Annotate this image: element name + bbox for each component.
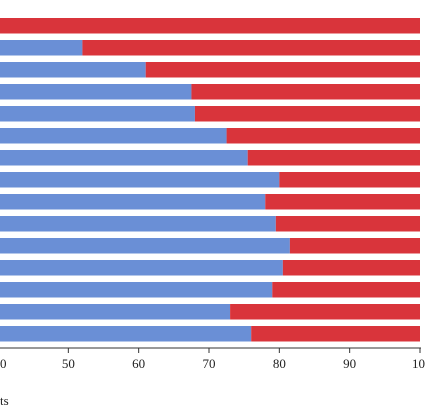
bar-segment — [0, 194, 266, 210]
x-tick-label: 60 — [132, 356, 145, 371]
bar-segment — [265, 194, 420, 210]
bar-segment — [272, 282, 420, 298]
bar-segment — [0, 128, 227, 144]
bar-segment — [145, 62, 420, 78]
bar-segment — [0, 150, 248, 166]
bar-segment — [0, 238, 290, 254]
bar-segment — [191, 84, 420, 100]
x-tick-label: 90 — [343, 356, 356, 371]
x-tick-label: 70 — [203, 356, 216, 371]
bar-segment — [0, 304, 231, 320]
x-tick-label: 0 — [0, 356, 7, 371]
bar-segment — [0, 18, 421, 34]
x-tick-label: 80 — [273, 356, 286, 371]
bar-segment — [0, 40, 83, 56]
bar-segment — [0, 216, 276, 232]
x-tick-label: 50 — [62, 356, 75, 371]
bar-segment — [226, 128, 420, 144]
bar-segment — [82, 40, 421, 56]
bar-segment — [194, 106, 420, 122]
x-axis-label: ts — [0, 393, 9, 408]
bar-segment — [0, 62, 146, 78]
bar-segment — [282, 260, 420, 276]
bar-segment — [251, 326, 420, 342]
bar-segment — [275, 216, 420, 232]
bar-segment — [289, 238, 420, 254]
bar-segment — [247, 150, 420, 166]
bar-segment — [0, 106, 195, 122]
bar-segment — [230, 304, 420, 320]
bar-segment — [0, 326, 252, 342]
bars — [0, 18, 421, 342]
bar-segment — [279, 172, 420, 188]
bar-segment — [0, 172, 280, 188]
x-tick-label: 10 — [412, 356, 425, 371]
bar-segment — [0, 282, 273, 298]
bar-segment — [0, 84, 192, 100]
bar-segment — [0, 260, 283, 276]
